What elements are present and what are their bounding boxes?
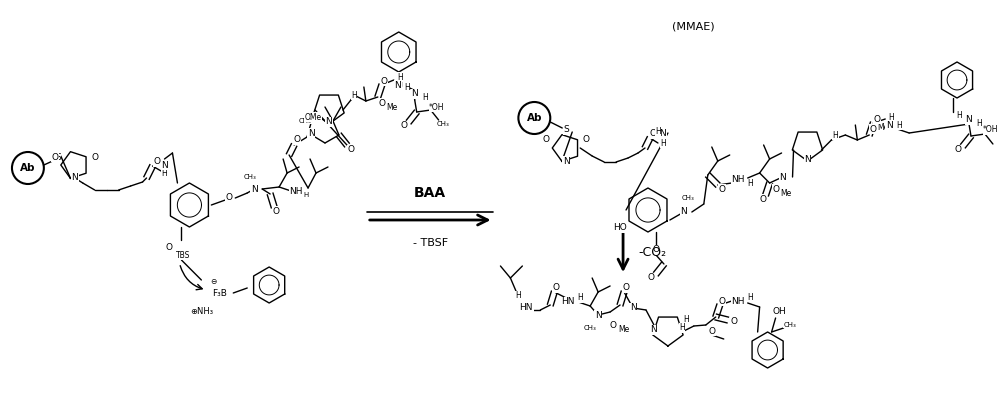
Text: O: O bbox=[380, 77, 387, 85]
Text: O: O bbox=[708, 326, 715, 336]
Text: O: O bbox=[294, 136, 301, 144]
Text: N: N bbox=[161, 160, 168, 170]
Text: NH: NH bbox=[289, 186, 303, 196]
Text: N: N bbox=[651, 326, 657, 334]
Text: TBS: TBS bbox=[176, 251, 191, 259]
Text: H: H bbox=[577, 294, 583, 302]
Text: HN: HN bbox=[520, 304, 533, 312]
Text: HN: HN bbox=[561, 298, 575, 306]
Text: OMe: OMe bbox=[304, 113, 322, 122]
Text: Ab: Ab bbox=[527, 113, 542, 123]
Text: H: H bbox=[162, 168, 167, 178]
Text: O: O bbox=[153, 158, 160, 166]
Text: *OH: *OH bbox=[429, 103, 444, 111]
Text: BAA: BAA bbox=[414, 186, 446, 200]
Text: N: N bbox=[394, 81, 401, 89]
Text: O: O bbox=[347, 146, 354, 154]
Text: O: O bbox=[166, 243, 173, 251]
Text: CH₃: CH₃ bbox=[783, 322, 796, 328]
Text: O: O bbox=[649, 130, 656, 138]
Text: N: N bbox=[630, 304, 636, 312]
Text: N: N bbox=[71, 174, 78, 182]
Circle shape bbox=[12, 152, 44, 184]
Text: Me: Me bbox=[618, 326, 630, 334]
Text: Me: Me bbox=[780, 188, 791, 198]
Text: N: N bbox=[966, 115, 972, 124]
Text: H: H bbox=[660, 138, 666, 148]
Text: Me: Me bbox=[386, 103, 397, 111]
Text: H: H bbox=[655, 126, 661, 136]
Text: (MMAE): (MMAE) bbox=[672, 22, 714, 32]
Text: O: O bbox=[400, 122, 407, 130]
Text: O: O bbox=[553, 284, 560, 292]
Text: ⊖: ⊖ bbox=[210, 277, 217, 286]
Text: N: N bbox=[411, 89, 418, 99]
Text: N: N bbox=[886, 120, 893, 130]
Text: O: O bbox=[647, 273, 654, 282]
Text: Ab: Ab bbox=[20, 163, 36, 173]
Text: Me: Me bbox=[878, 122, 889, 132]
Text: H: H bbox=[833, 130, 838, 140]
Text: O: O bbox=[378, 99, 385, 107]
Text: *OH: *OH bbox=[983, 126, 999, 134]
Text: O: O bbox=[955, 146, 962, 154]
Text: F₃B: F₃B bbox=[212, 288, 227, 298]
Circle shape bbox=[518, 102, 550, 134]
Text: -CO₂: -CO₂ bbox=[638, 246, 666, 259]
Text: HO: HO bbox=[613, 223, 627, 233]
Text: O: O bbox=[273, 207, 280, 215]
Text: N: N bbox=[563, 156, 570, 166]
Text: O: O bbox=[730, 318, 737, 326]
Text: O: O bbox=[623, 284, 630, 292]
Text: H: H bbox=[896, 120, 902, 130]
Text: O: O bbox=[870, 124, 877, 134]
Text: O: O bbox=[874, 115, 881, 124]
Text: H: H bbox=[683, 316, 689, 324]
Text: O: O bbox=[226, 194, 233, 203]
Text: OH: OH bbox=[773, 308, 786, 316]
Text: O: O bbox=[583, 136, 590, 144]
Text: H: H bbox=[397, 73, 403, 81]
Text: - TBSF: - TBSF bbox=[413, 238, 448, 248]
Text: CH₃: CH₃ bbox=[299, 118, 311, 124]
Text: CH₃: CH₃ bbox=[244, 174, 257, 180]
Text: N: N bbox=[251, 184, 258, 194]
Text: N: N bbox=[326, 117, 332, 126]
Text: O: O bbox=[718, 184, 725, 194]
Text: H: H bbox=[351, 91, 357, 99]
Text: N: N bbox=[680, 207, 687, 217]
Text: CH₃: CH₃ bbox=[436, 121, 449, 127]
Text: O: O bbox=[610, 320, 617, 330]
Text: H: H bbox=[422, 93, 428, 103]
Text: O: O bbox=[718, 296, 725, 306]
Text: NH: NH bbox=[731, 176, 744, 184]
Text: ⊕NH₃: ⊕NH₃ bbox=[190, 308, 213, 316]
Text: H: H bbox=[303, 192, 309, 198]
Text: O: O bbox=[759, 194, 766, 203]
Text: N: N bbox=[308, 128, 314, 138]
Text: H: H bbox=[956, 111, 962, 120]
Text: O: O bbox=[51, 152, 58, 162]
Text: CH₃: CH₃ bbox=[584, 325, 597, 331]
Text: S: S bbox=[55, 154, 61, 162]
Text: N: N bbox=[804, 154, 811, 164]
Text: NH: NH bbox=[731, 296, 744, 306]
Text: O: O bbox=[91, 152, 98, 162]
Text: H: H bbox=[976, 119, 982, 128]
Text: N: N bbox=[660, 128, 666, 138]
Text: H: H bbox=[747, 180, 753, 188]
Text: S: S bbox=[563, 126, 569, 134]
Text: O: O bbox=[543, 136, 550, 144]
Text: H: H bbox=[747, 292, 753, 302]
Text: N: N bbox=[779, 172, 786, 182]
Text: O: O bbox=[772, 184, 779, 194]
Text: O: O bbox=[652, 245, 659, 255]
Text: N: N bbox=[595, 310, 602, 320]
Text: H: H bbox=[888, 113, 894, 122]
Text: H: H bbox=[679, 324, 685, 332]
Text: H: H bbox=[516, 292, 521, 300]
Text: H: H bbox=[404, 83, 410, 93]
Text: CH₃: CH₃ bbox=[681, 195, 694, 201]
